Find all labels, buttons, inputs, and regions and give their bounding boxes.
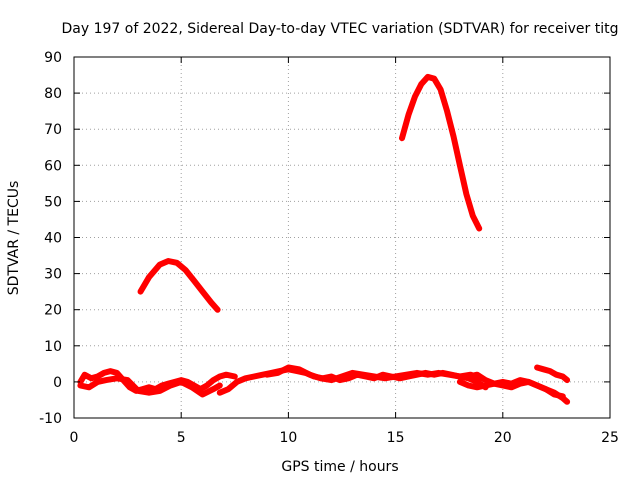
series-arc-2 [399, 73, 483, 232]
y-tick-label: 0 [53, 375, 62, 391]
y-tick-label: 20 [44, 303, 62, 319]
x-tick-label: 5 [177, 430, 186, 446]
x-tick-label: 25 [601, 430, 619, 446]
x-tick-label: 0 [70, 430, 79, 446]
y-tick-label: 60 [44, 158, 62, 174]
y-tick-label: 70 [44, 122, 62, 138]
y-tick-label: 10 [44, 339, 62, 355]
x-tick-labels: 0 5 10 15 20 25 [70, 430, 619, 446]
axis-ticks [73, 56, 611, 419]
series-layer [77, 73, 571, 405]
y-tick-label: -10 [39, 411, 62, 427]
grid [74, 57, 610, 418]
y-tick-label: 30 [44, 267, 62, 283]
chart-title: Day 197 of 2022, Sidereal Day-to-day VTE… [62, 21, 619, 37]
series-arc-1 [137, 258, 221, 313]
x-tick-label: 20 [494, 430, 512, 446]
x-tick-label: 10 [279, 430, 297, 446]
y-tick-label: 40 [44, 231, 62, 247]
series-baseline-f [465, 371, 566, 400]
series-baseline-g [534, 364, 571, 384]
x-tick-label: 15 [387, 430, 405, 446]
y-tick-label: 80 [44, 86, 62, 102]
x-axis-label: GPS time / hours [281, 459, 398, 475]
y-tick-label: 90 [44, 50, 62, 66]
series-baseline-b [77, 375, 223, 398]
y-tick-labels: -10 0 10 20 30 40 50 60 70 80 90 [39, 50, 62, 427]
series-baseline-d [264, 364, 485, 384]
y-tick-label: 50 [44, 194, 62, 210]
y-axis-label: SDTVAR / TECUs [6, 181, 22, 296]
